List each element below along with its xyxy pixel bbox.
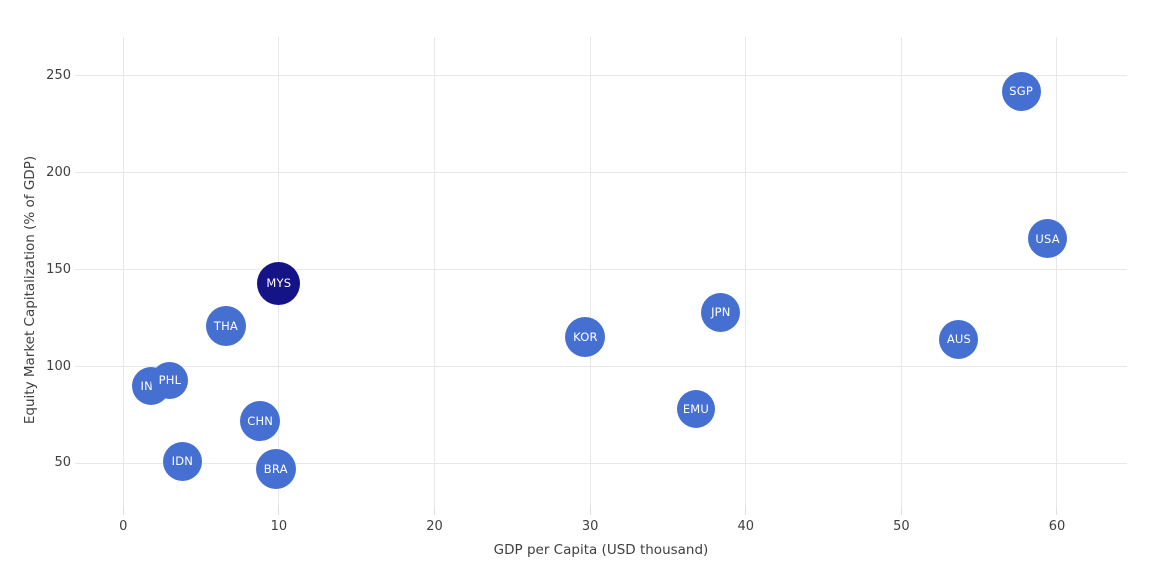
y-tick-label: 50 <box>54 455 71 471</box>
x-axis-title: GDP per Capita (USD thousand) <box>493 542 709 558</box>
bubble-tha[interactable]: THA <box>205 305 246 346</box>
y-gridline <box>75 366 1127 367</box>
x-tick-label: 0 <box>119 519 128 534</box>
x-tick-mark <box>278 508 280 515</box>
y-gridline <box>75 172 1127 174</box>
x-gridline <box>433 37 435 508</box>
bubble-mys[interactable]: MYS <box>257 261 301 305</box>
bubble-kor[interactable]: KOR <box>565 317 606 358</box>
y-axis-title: Equity Market Capitalization (% of GDP) <box>22 155 38 425</box>
x-tick-label: 20 <box>426 519 443 534</box>
x-tick-mark <box>900 508 902 515</box>
x-tick-mark <box>1056 508 1058 515</box>
x-tick-label: 40 <box>737 519 754 534</box>
bubble-label: USA <box>1035 231 1060 246</box>
x-gridline <box>745 37 747 508</box>
bubble-idn[interactable]: IDN <box>162 441 202 481</box>
bubble-phl[interactable]: PHL <box>151 361 189 399</box>
bubble-label: JPN <box>711 305 731 320</box>
bubble-emu[interactable]: EMU <box>676 390 715 429</box>
x-tick-label: 30 <box>581 519 599 534</box>
bubble-bra[interactable]: BRA <box>255 449 296 490</box>
x-gridline <box>900 37 902 508</box>
x-gridline <box>589 37 591 508</box>
x-gridline <box>122 37 124 508</box>
x-tick-label: 10 <box>270 519 288 534</box>
bubble-label: PHL <box>158 373 182 388</box>
bubble-label: KOR <box>573 330 598 345</box>
bubble-aus[interactable]: AUS <box>939 319 979 359</box>
x-tick-mark <box>745 508 747 515</box>
bubble-label: SGP <box>1009 84 1034 99</box>
x-tick-label: 60 <box>1048 519 1066 534</box>
x-tick-mark <box>589 508 591 515</box>
y-tick-label: 250 <box>46 67 71 83</box>
x-tick-label: 50 <box>893 519 910 534</box>
y-gridline <box>75 269 1127 271</box>
bubble-label: AUS <box>946 332 972 347</box>
bubble-usa[interactable]: USA <box>1028 219 1068 259</box>
y-gridline <box>75 75 1127 77</box>
y-tick-label: 150 <box>46 261 71 277</box>
x-tick-mark <box>122 508 124 515</box>
y-tick-label: 100 <box>46 358 71 374</box>
bubble-label: IDN <box>171 454 194 469</box>
x-tick-mark <box>433 508 435 515</box>
bubble-sgp[interactable]: SGP <box>1001 71 1041 111</box>
bubble-label: EMU <box>682 402 710 417</box>
bubble-chn[interactable]: CHN <box>240 400 281 441</box>
bubble-label: BRA <box>263 462 288 477</box>
bubble-label: THA <box>213 318 238 333</box>
bubble-label: MYS <box>266 276 292 291</box>
y-gridline <box>75 462 1127 464</box>
y-tick-label: 200 <box>46 164 71 180</box>
x-gridline <box>1056 37 1058 508</box>
bubble-jpn[interactable]: JPN <box>701 292 741 332</box>
bubble-label: CHN <box>247 413 274 428</box>
